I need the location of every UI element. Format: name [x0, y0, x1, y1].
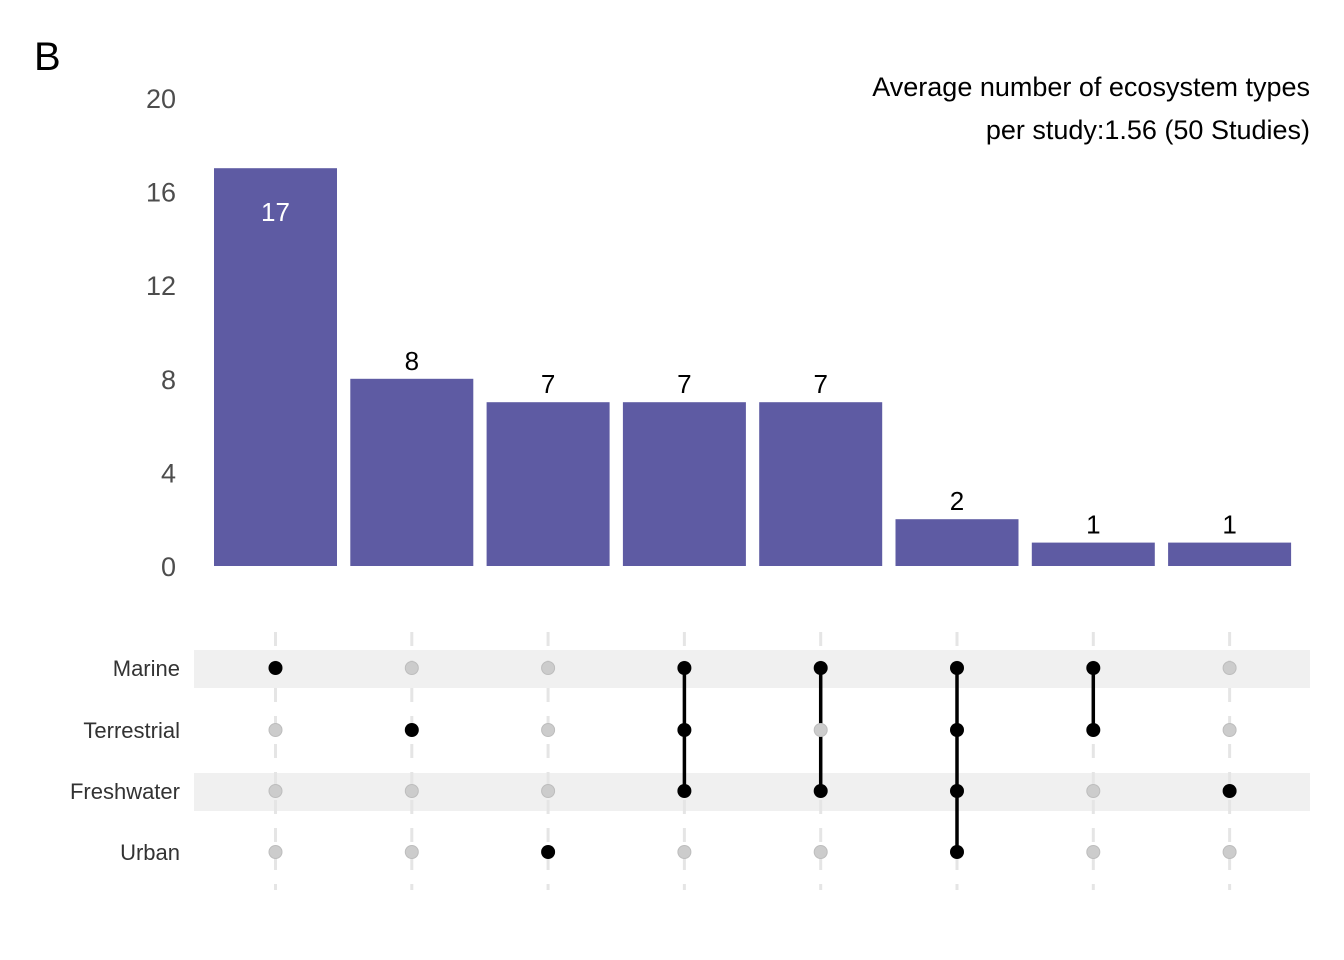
matrix-dots — [268, 661, 1237, 859]
y-tick-label: 16 — [146, 178, 176, 208]
intersection-bar — [1031, 542, 1155, 566]
intersection-bar — [350, 378, 474, 566]
annotation-line-2: per study:1.56 (50 Studies) — [986, 115, 1310, 145]
matrix-dot-inactive — [1086, 845, 1101, 859]
y-tick-label: 4 — [161, 458, 176, 488]
y-tick-label: 20 — [146, 84, 176, 114]
matrix-dot-inactive — [1222, 845, 1237, 859]
matrix-dot-active — [677, 661, 692, 675]
bar-value-label: 1 — [1222, 510, 1236, 540]
matrix-dot-active — [950, 723, 964, 737]
bar-value-label: 7 — [813, 369, 827, 399]
y-tick-label: 12 — [146, 271, 176, 301]
y-axis: 0 4 8 12 16 20 — [146, 84, 176, 582]
matrix-row-stripe — [194, 650, 1310, 688]
matrix-dot-active — [677, 723, 692, 737]
bar-value-label: 7 — [677, 369, 691, 399]
matrix-dot-active — [950, 784, 964, 798]
intersection-bar — [214, 168, 337, 566]
matrix-dot-inactive — [404, 784, 419, 798]
set-labels: Marine Terrestrial Freshwater Urban — [70, 656, 180, 865]
matrix-dot-active — [677, 784, 692, 798]
matrix-dot-inactive — [268, 784, 283, 798]
bar-value-label: 2 — [950, 486, 964, 516]
matrix-dot-active — [1222, 784, 1237, 798]
panel-label: B — [34, 35, 61, 79]
matrix-dot-inactive — [1222, 723, 1237, 737]
matrix-dot-active — [950, 661, 964, 675]
matrix-row-stripe — [194, 773, 1310, 811]
y-tick-label: 0 — [161, 552, 176, 582]
set-label-marine: Marine — [113, 656, 180, 681]
matrix-dot-active — [268, 661, 283, 675]
y-tick-label: 8 — [161, 365, 176, 395]
matrix-dot-active — [813, 784, 828, 798]
matrix-dot-inactive — [1222, 661, 1237, 675]
matrix-dot-inactive — [541, 784, 556, 798]
matrix-dot-inactive — [268, 845, 283, 859]
set-label-terrestrial: Terrestrial — [83, 718, 180, 743]
matrix-dot-active — [1086, 723, 1101, 737]
set-label-urban: Urban — [120, 840, 180, 865]
matrix-dot-inactive — [813, 845, 828, 859]
bar-value-label: 7 — [541, 369, 555, 399]
matrix-dot-active — [404, 723, 419, 737]
intersection-bar — [622, 402, 746, 566]
matrix-stripes — [194, 650, 1310, 811]
matrix-dot-inactive — [1086, 784, 1101, 798]
set-label-freshwater: Freshwater — [70, 779, 180, 804]
intersection-bar — [895, 519, 1019, 566]
intersection-bar — [1168, 542, 1292, 566]
matrix-dot-inactive — [677, 845, 692, 859]
matrix-dot-inactive — [813, 723, 828, 737]
intersection-bars — [214, 168, 1292, 566]
annotation-line-1: Average number of ecosystem types — [872, 72, 1310, 102]
matrix-dot-inactive — [404, 845, 419, 859]
intersection-bar-labels: 17 8 7 7 7 2 1 1 — [261, 197, 1237, 539]
matrix-dot-active — [1086, 661, 1101, 675]
matrix-dot-inactive — [541, 661, 556, 675]
bar-value-label: 1 — [1086, 510, 1100, 540]
matrix-connectors — [682, 668, 1096, 852]
intersection-bar — [486, 402, 610, 566]
matrix-dot-active — [813, 661, 828, 675]
bar-value-label: 17 — [261, 197, 290, 227]
bar-value-label: 8 — [405, 346, 419, 376]
matrix-dot-inactive — [404, 661, 419, 675]
matrix-dot-active — [541, 845, 556, 859]
matrix-dot-inactive — [541, 723, 556, 737]
matrix-dot-active — [950, 845, 964, 859]
matrix-dot-inactive — [268, 723, 283, 737]
intersection-bar — [759, 402, 883, 566]
